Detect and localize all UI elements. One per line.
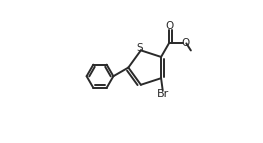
Text: S: S [136, 42, 143, 52]
Text: O: O [165, 21, 174, 31]
Text: O: O [181, 38, 189, 48]
Text: Br: Br [157, 89, 170, 99]
